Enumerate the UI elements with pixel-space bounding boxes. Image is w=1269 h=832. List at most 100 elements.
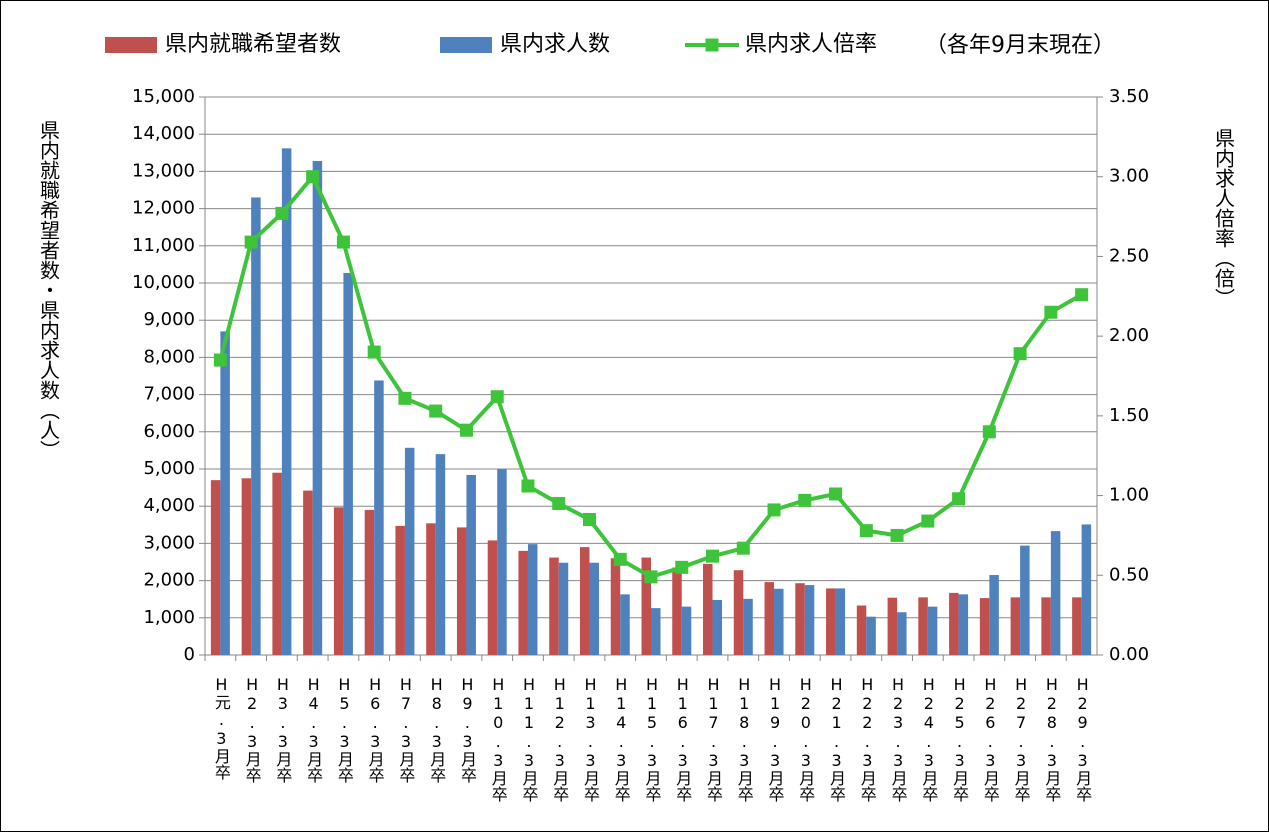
legend-label: 県内求人数 <box>500 32 610 57</box>
line-marker <box>675 560 689 574</box>
x-tick-label: H18.3月卒 <box>735 675 754 802</box>
bar <box>1041 597 1051 655</box>
y-tick-label: 9,000 <box>143 309 195 330</box>
bar <box>712 599 723 655</box>
bar <box>251 197 261 655</box>
x-tick-label: H15.3月卒 <box>643 675 662 802</box>
bar <box>303 490 313 655</box>
line-marker <box>982 425 996 439</box>
bar <box>651 608 661 655</box>
line-marker <box>582 512 596 526</box>
line-marker <box>490 390 504 404</box>
y-tick-label: 4,000 <box>143 495 195 516</box>
y2-tick-label: 2.00 <box>1109 325 1149 346</box>
x-tick-label: H24.3月卒 <box>919 675 938 802</box>
x-tick-label: H6.3月卒 <box>366 675 385 783</box>
x-tick-label: H7.3月卒 <box>396 675 415 783</box>
bar <box>1050 531 1061 655</box>
bar <box>835 588 846 655</box>
x-tick-label: H元.3月卒 <box>212 675 231 780</box>
line-marker <box>921 514 935 528</box>
y-tick-label: 15,000 <box>132 86 195 107</box>
line-marker <box>1075 288 1089 302</box>
bar <box>487 540 498 655</box>
line-marker <box>336 235 350 249</box>
x-tick-label: H25.3月卒 <box>950 675 969 802</box>
x-tick-label: H26.3月卒 <box>981 675 1000 802</box>
line-marker <box>275 206 289 220</box>
y2-axis-title: 県内求人倍率（倍） <box>1212 128 1236 308</box>
line-marker <box>952 492 966 506</box>
line-marker <box>306 170 320 184</box>
bar <box>426 523 436 655</box>
bar <box>589 562 599 655</box>
bar <box>333 507 344 655</box>
x-tick-label: H10.3月卒 <box>489 675 508 802</box>
line-marker <box>736 541 750 555</box>
bar <box>620 594 630 655</box>
x-tick-label: H13.3月卒 <box>581 675 600 802</box>
bar <box>764 582 775 655</box>
x-tick-label: H17.3月卒 <box>704 675 723 802</box>
bar <box>241 478 252 655</box>
x-tick-label: H21.3月卒 <box>827 675 846 802</box>
bar <box>804 585 815 655</box>
x-tick-label: H29.3月卒 <box>1073 675 1092 802</box>
line-marker <box>398 391 412 405</box>
bar <box>1081 524 1092 655</box>
x-tick-label: H11.3月卒 <box>519 675 538 802</box>
legend-swatch <box>105 37 157 53</box>
line-marker <box>552 497 566 511</box>
bar <box>703 563 713 655</box>
y-tick-label: 12,000 <box>132 198 195 219</box>
bar <box>733 570 744 655</box>
x-tick-label: H19.3月卒 <box>766 675 785 802</box>
bar <box>958 594 969 655</box>
y2-tick-label: 1.50 <box>1109 405 1149 426</box>
line-marker <box>706 549 720 563</box>
line-marker <box>1044 305 1058 319</box>
line-marker <box>644 570 658 584</box>
bar <box>435 454 446 655</box>
bar <box>527 544 538 655</box>
bar <box>220 331 230 655</box>
y2-tick-label: 1.00 <box>1109 485 1149 506</box>
bar <box>856 605 867 655</box>
line-marker <box>829 487 843 501</box>
y-tick-label: 6,000 <box>143 421 195 442</box>
x-tick-label: H16.3月卒 <box>673 675 692 802</box>
line-marker <box>890 528 904 542</box>
x-tick-label: H9.3月卒 <box>458 675 477 783</box>
y-tick-label: 10,000 <box>132 272 195 293</box>
bar <box>1020 545 1030 655</box>
line-marker <box>429 404 443 418</box>
x-tick-label: H27.3月卒 <box>1012 675 1031 802</box>
x-tick-label: H28.3月卒 <box>1042 675 1061 802</box>
bar <box>949 592 959 655</box>
legend-swatch <box>440 37 492 53</box>
x-tick-label: H23.3月卒 <box>889 675 908 802</box>
bar <box>918 597 928 655</box>
y-tick-label: 11,000 <box>132 235 195 256</box>
y-tick-label: 8,000 <box>143 346 195 367</box>
bar <box>497 469 507 655</box>
bar <box>610 558 621 655</box>
y2-tick-label: 2.50 <box>1109 245 1149 266</box>
x-tick-label: H5.3月卒 <box>335 675 354 783</box>
legend-swatch-marker <box>705 38 719 52</box>
legend-label: 県内求人倍率 <box>745 32 877 57</box>
bar <box>672 567 682 655</box>
x-tick-label: H22.3月卒 <box>858 675 877 802</box>
bar <box>466 474 476 655</box>
x-tick-label: H8.3月卒 <box>427 675 446 783</box>
bar <box>404 447 415 655</box>
bar <box>866 616 876 655</box>
legend-note: （各年9月末現在） <box>925 33 1115 58</box>
y-tick-label: 7,000 <box>143 384 195 405</box>
bar <box>343 272 353 655</box>
line-marker <box>244 235 258 249</box>
bar <box>374 380 384 655</box>
